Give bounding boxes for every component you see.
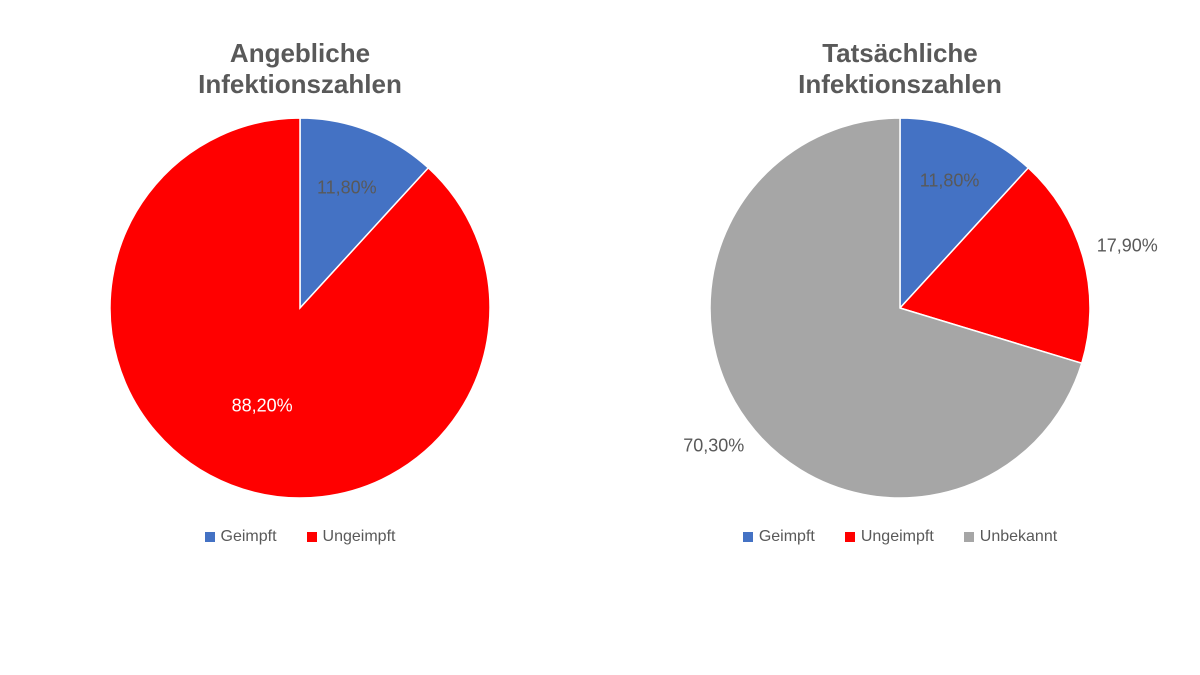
legend-label: Geimpft xyxy=(221,528,277,546)
left-legend: Geimpft Ungeimpft xyxy=(205,528,396,546)
legend-swatch xyxy=(205,532,215,542)
right-legend-item-unbekannt: Unbekannt xyxy=(964,528,1057,546)
left-legend-item-geimpft: Geimpft xyxy=(205,528,277,546)
left-slice-ungeimpft xyxy=(110,118,490,498)
right-label-geimpft: 11,80% xyxy=(920,170,980,191)
right-label-ungeimpft: 17,90% xyxy=(1097,236,1158,257)
legend-swatch xyxy=(964,532,974,542)
right-pie xyxy=(710,118,1090,498)
left-pie xyxy=(110,118,490,498)
legend-swatch xyxy=(743,532,753,542)
left-panel: Angebliche Infektionszahlen 11,80% 88,20%… xyxy=(0,0,600,675)
right-panel: Tatsächliche Infektionszahlen 11,80%17,9… xyxy=(600,0,1200,675)
right-legend-item-ungeimpft: Ungeimpft xyxy=(845,528,934,546)
right-label-unbekannt: 70,30% xyxy=(683,436,744,457)
charts-container: Angebliche Infektionszahlen 11,80% 88,20%… xyxy=(0,0,1200,675)
legend-label: Geimpft xyxy=(759,528,815,546)
left-title: Angebliche Infektionszahlen xyxy=(198,38,402,100)
legend-swatch xyxy=(845,532,855,542)
legend-label: Unbekannt xyxy=(980,528,1057,546)
legend-label: Ungeimpft xyxy=(323,528,396,546)
left-label-geimpft: 11,80% xyxy=(317,177,377,198)
left-legend-item-ungeimpft: Ungeimpft xyxy=(307,528,396,546)
left-pie-wrap: 11,80% 88,20% xyxy=(110,118,490,498)
right-legend: Geimpft Ungeimpft Unbekannt xyxy=(743,528,1057,546)
legend-swatch xyxy=(307,532,317,542)
legend-label: Ungeimpft xyxy=(861,528,934,546)
right-pie-wrap: 11,80%17,90%70,30% xyxy=(710,118,1090,498)
right-title: Tatsächliche Infektionszahlen xyxy=(798,38,1002,100)
left-label-ungeimpft: 88,20% xyxy=(232,395,293,416)
right-legend-item-geimpft: Geimpft xyxy=(743,528,815,546)
